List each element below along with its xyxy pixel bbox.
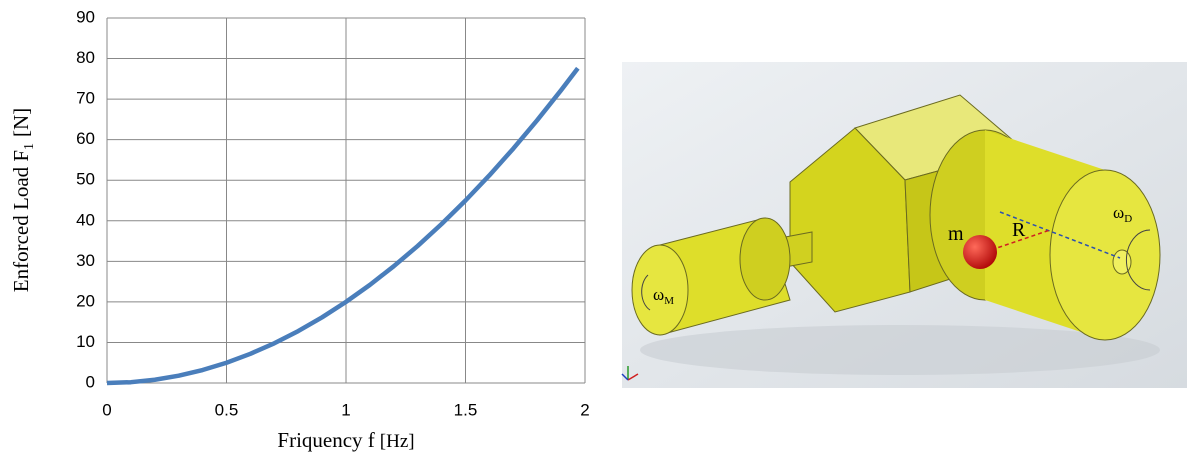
y-tick-label: 50 <box>76 170 95 189</box>
y-tick-label: 60 <box>76 129 95 148</box>
y-tick-label: 20 <box>76 291 95 310</box>
x-tick-label: 1.5 <box>454 400 478 419</box>
label-m: m <box>948 223 964 245</box>
x-axis-label: Friquency f[Hz] <box>277 428 414 452</box>
data-line <box>107 68 578 383</box>
chart: 0 10 20 30 40 50 60 70 80 90 0 0.5 1 1.5 2 <box>76 7 590 419</box>
y-axis-label: Enforced Load F1[N] <box>9 108 37 292</box>
y-tick-label: 30 <box>76 251 95 270</box>
y-tick-label: 70 <box>76 89 95 108</box>
motor-back <box>740 218 790 300</box>
cad-render: m R ωD ωM <box>622 62 1187 388</box>
x-tick-label: 2 <box>580 400 589 419</box>
y-tick-label: 0 <box>86 372 95 391</box>
label-r: R <box>1012 219 1026 241</box>
page: 010203040506070809000.511.52 m R ωD ωM E <box>0 0 1187 462</box>
y-tick-label: 40 <box>76 210 95 229</box>
y-tick-label: 80 <box>76 48 95 67</box>
y-tick-label: 10 <box>76 332 95 351</box>
drum-face <box>1050 170 1160 340</box>
y-tick-label: 90 <box>76 7 95 26</box>
x-tick-label: 1 <box>341 400 350 419</box>
mass-ball <box>963 235 997 269</box>
x-tick-label: 0 <box>102 400 111 419</box>
x-tick-label: 0.5 <box>215 400 239 419</box>
